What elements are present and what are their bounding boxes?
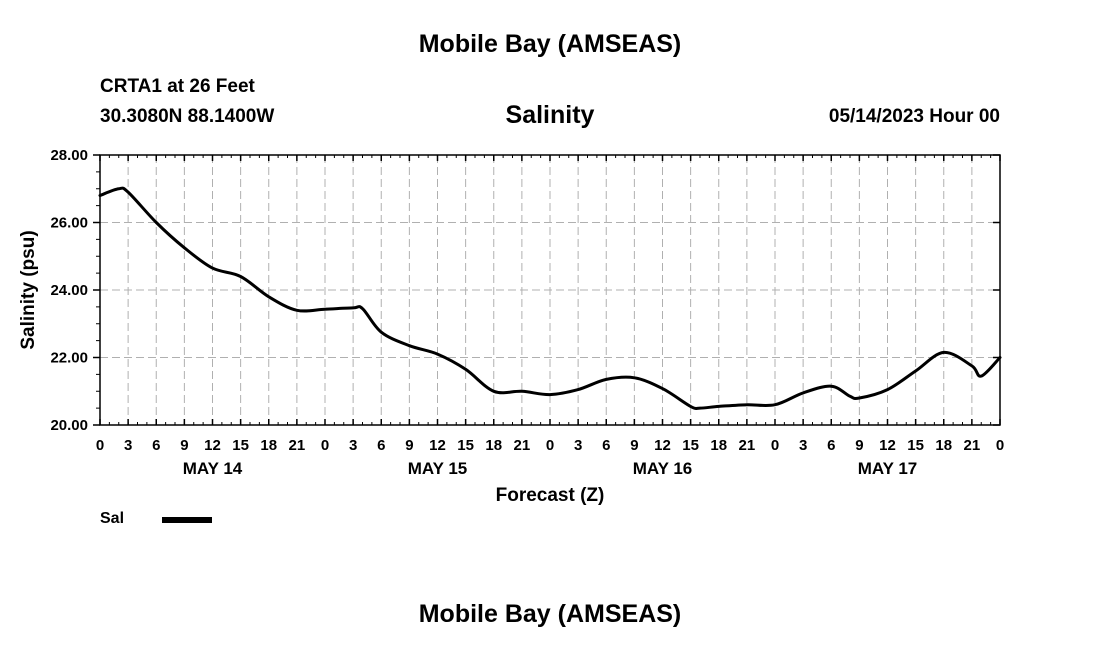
x-tick-label: 18 — [935, 437, 952, 454]
x-tick-label: 21 — [514, 437, 531, 454]
x-tick-label: 12 — [654, 437, 671, 454]
x-tick-label: 12 — [429, 437, 446, 454]
x-tick-label: 18 — [260, 437, 277, 454]
x-tick-label: 0 — [996, 437, 1004, 454]
x-tick-label: 9 — [405, 437, 413, 454]
x-axis-label: Forecast (Z) — [496, 485, 605, 506]
x-tick-label: 0 — [771, 437, 779, 454]
y-tick-label: 20.00 — [50, 417, 88, 434]
y-tick-label: 26.00 — [50, 215, 88, 232]
date-label: MAY 17 — [858, 459, 918, 478]
x-tick-label: 9 — [180, 437, 188, 454]
page-title: Mobile Bay (AMSEAS) — [418, 30, 682, 58]
x-tick-label: 12 — [204, 437, 221, 454]
grid-lines — [100, 155, 1000, 425]
date-label: MAY 14 — [183, 459, 243, 478]
station-coordinates: 30.3080N 88.1400W — [100, 106, 275, 127]
x-tick-label: 6 — [152, 437, 160, 454]
x-tick-label: 18 — [710, 437, 727, 454]
legend-swatch — [162, 517, 212, 523]
y-tick-label: 24.00 — [50, 282, 88, 299]
x-tick-label: 0 — [96, 437, 104, 454]
x-tick-label: 6 — [827, 437, 835, 454]
y-axis-label: Salinity (psu) — [18, 230, 39, 349]
x-tick-label: 18 — [485, 437, 502, 454]
x-tick-label: 21 — [964, 437, 981, 454]
x-tick-label: 9 — [855, 437, 863, 454]
x-tick-label: 21 — [739, 437, 756, 454]
x-tick-label: 3 — [799, 437, 807, 454]
x-tick-label: 21 — [289, 437, 306, 454]
x-tick-label: 12 — [879, 437, 896, 454]
x-tick-label: 3 — [124, 437, 132, 454]
x-tick-label: 0 — [321, 437, 329, 454]
forecast-time: 05/14/2023 Hour 00 — [828, 106, 1000, 127]
x-tick-label: 9 — [630, 437, 638, 454]
x-tick-label: 15 — [457, 437, 474, 454]
y-tick-label: 28.00 — [50, 147, 88, 164]
legend-label: Sal — [100, 510, 125, 527]
x-tick-label: 15 — [232, 437, 249, 454]
x-tick-label: 15 — [682, 437, 699, 454]
chart-title: Salinity — [505, 101, 595, 129]
x-tick-label: 0 — [546, 437, 554, 454]
x-tick-label: 3 — [349, 437, 357, 454]
x-tick-label: 6 — [377, 437, 385, 454]
salinity-line — [98, 186, 1002, 410]
x-tick-label: 6 — [602, 437, 610, 454]
axis-labels: 0 3 6 9 12 15 18 21 0 3 6 9 12 15 18 21 0 3 6 9 12 15 18 21 0 3 6 9… — [50, 147, 1004, 478]
date-label: MAY 16 — [633, 459, 693, 478]
plot-frame — [99, 154, 1001, 426]
station-label: CRTA1 at 26 Feet — [100, 76, 255, 97]
date-label: MAY 15 — [408, 459, 468, 478]
footer-title: Mobile Bay (AMSEAS) — [418, 600, 682, 628]
x-tick-label: 15 — [907, 437, 924, 454]
x-tick-label: 3 — [574, 437, 582, 454]
y-tick-label: 22.00 — [50, 350, 88, 367]
